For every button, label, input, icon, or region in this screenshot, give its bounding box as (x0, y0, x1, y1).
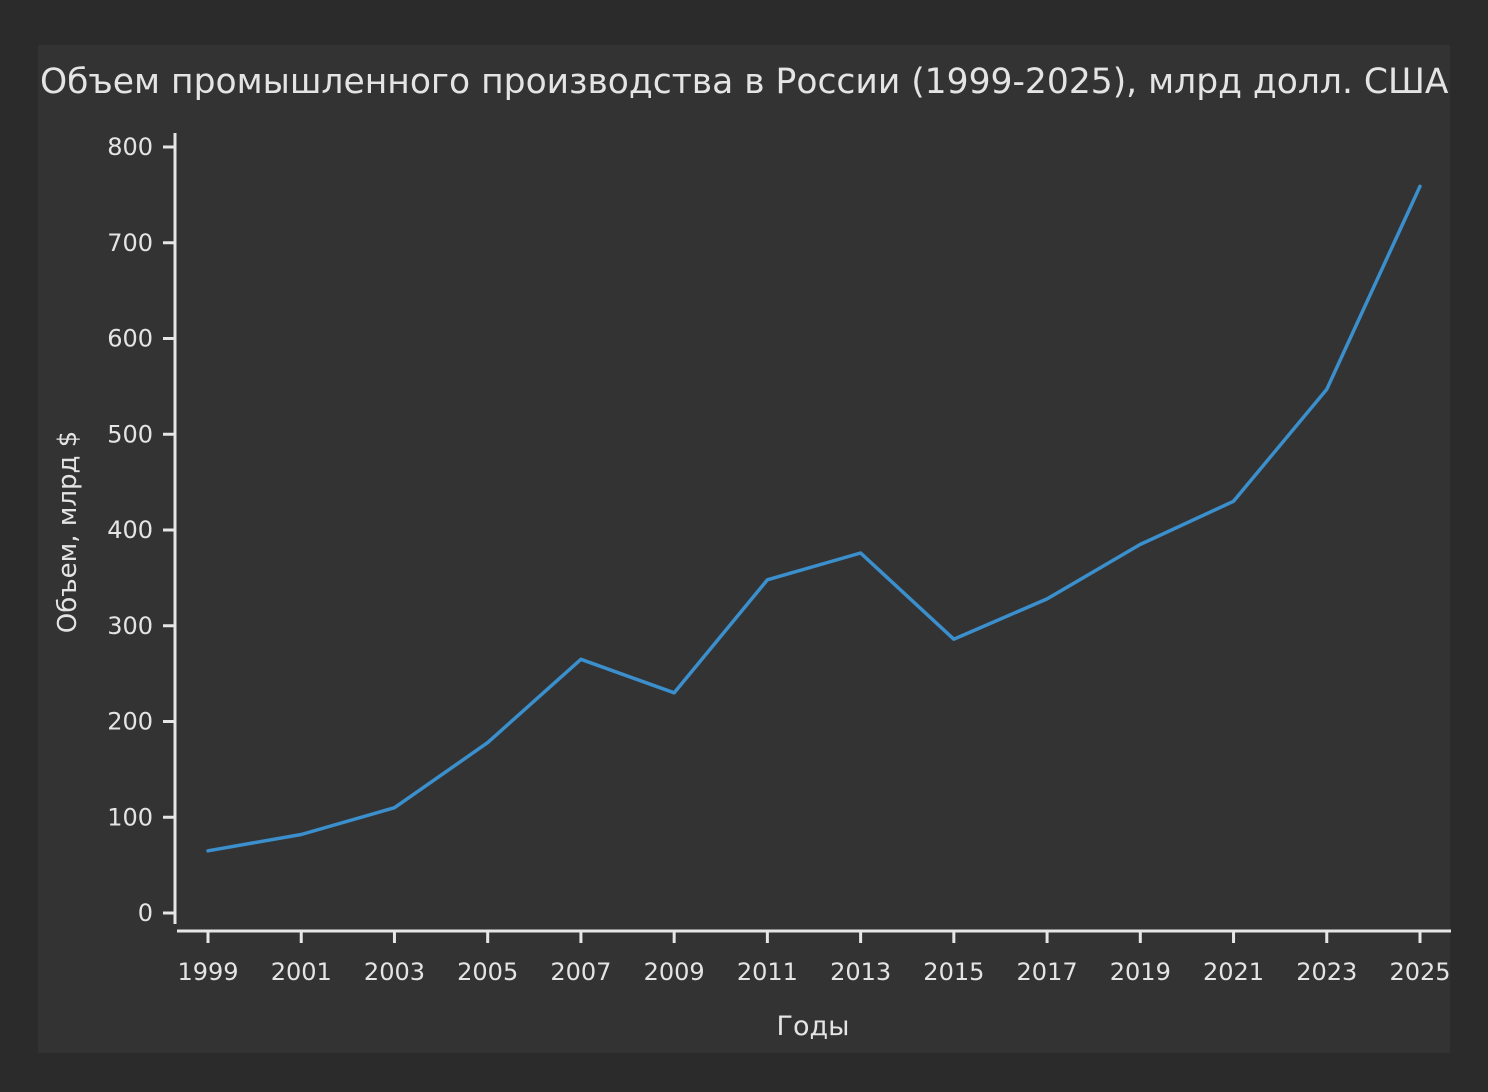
x-tick-label: 2025 (1389, 958, 1450, 986)
series-group (206, 184, 1422, 853)
x-tick-label: 2021 (1203, 958, 1264, 986)
y-tick-label: 600 (107, 325, 153, 353)
y-tick-label: 800 (107, 133, 153, 161)
y-tick-label: 500 (107, 420, 153, 448)
x-tick-label: 2005 (457, 958, 518, 986)
y-tick-label: 200 (107, 708, 153, 736)
x-tick-label: 2007 (550, 958, 611, 986)
y-tick-label: 700 (107, 229, 153, 257)
y-tick-label: 0 (138, 899, 153, 927)
x-tick-label: 2015 (923, 958, 984, 986)
x-tick-label: 2019 (1110, 958, 1171, 986)
chart-title: Объем промышленного производства в Росси… (40, 62, 1449, 102)
x-tick-label: 2017 (1017, 958, 1078, 986)
series-line (206, 184, 1422, 853)
y-tick-label: 400 (107, 516, 153, 544)
x-tick-label: 2013 (830, 958, 891, 986)
y-tick-label: 300 (107, 612, 153, 640)
x-tick-label: 2009 (644, 958, 705, 986)
x-tick-label: 2011 (737, 958, 798, 986)
x-tick-label: 2001 (271, 958, 332, 986)
chart-panel (38, 45, 1450, 1053)
y-tick-label: 100 (107, 803, 153, 831)
y-axis-label: Объем, млрд $ (53, 431, 83, 634)
x-tick-label: 2023 (1296, 958, 1357, 986)
x-ticks: 1999 2001 2003 2005 2007 2009 2011 2013 2015 2017… (177, 931, 1451, 986)
x-tick-label: 2003 (364, 958, 425, 986)
y-ticks: 0 100 200 300 400 500 600 700 800 (107, 133, 175, 927)
y-axis: 0 100 200 300 400 500 600 700 800 (107, 133, 177, 927)
x-axis-label: Годы (777, 1011, 850, 1042)
x-tick-label: 1999 (177, 958, 238, 986)
x-axis: 1999 2001 2003 2005 2007 2009 2011 2013 2015 2017… (177, 929, 1451, 986)
